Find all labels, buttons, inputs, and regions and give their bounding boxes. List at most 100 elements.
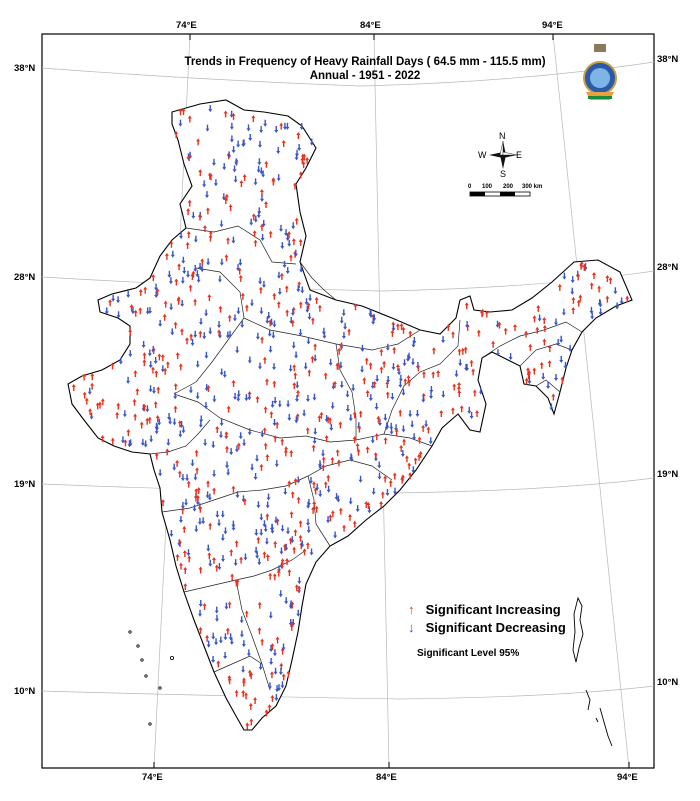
marker-decreasing	[300, 540, 305, 548]
marker-increasing	[542, 338, 547, 346]
marker-decreasing	[397, 368, 402, 376]
marker-decreasing	[232, 314, 237, 322]
lon-label-bottom-74: 74°E	[142, 772, 163, 783]
marker-increasing	[338, 421, 343, 429]
marker-increasing	[184, 337, 189, 345]
marker-decreasing	[260, 430, 265, 438]
marker-decreasing	[258, 663, 263, 671]
lat-label-right-10: 10°N	[657, 677, 679, 688]
marker-decreasing	[214, 614, 219, 622]
marker-increasing	[206, 384, 211, 392]
marker-decreasing	[271, 331, 276, 339]
marker-decreasing	[247, 356, 252, 364]
marker-decreasing	[193, 235, 198, 243]
marker-increasing	[162, 313, 167, 321]
marker-decreasing	[87, 387, 92, 395]
marker-decreasing	[149, 435, 154, 443]
marker-decreasing	[170, 250, 175, 258]
marker-increasing	[289, 449, 294, 457]
marker-increasing	[395, 364, 400, 372]
marker-increasing	[82, 373, 87, 381]
marker-decreasing	[208, 559, 213, 567]
compass-west-label: W	[478, 150, 487, 160]
marker-increasing	[317, 414, 322, 422]
marker-decreasing	[198, 318, 203, 326]
marker-increasing	[259, 223, 264, 231]
marker-increasing	[407, 379, 412, 387]
marker-decreasing	[553, 318, 558, 326]
marker-decreasing	[306, 526, 311, 534]
marker-increasing	[264, 200, 269, 208]
marker-decreasing	[261, 280, 266, 288]
marker-decreasing	[233, 175, 238, 183]
marker-increasing	[578, 294, 583, 302]
marker-increasing	[399, 444, 404, 452]
marker-decreasing	[203, 401, 208, 409]
marker-increasing	[526, 367, 531, 375]
marker-increasing	[264, 160, 269, 168]
marker-increasing	[576, 273, 581, 281]
marker-decreasing	[308, 294, 313, 302]
marker-decreasing	[240, 320, 245, 328]
marker-decreasing	[294, 351, 299, 359]
marker-increasing	[126, 429, 131, 437]
marker-increasing	[287, 231, 292, 239]
marker-increasing	[452, 383, 457, 391]
marker-decreasing	[368, 394, 373, 402]
marker-decreasing	[298, 329, 303, 337]
marker-increasing	[115, 411, 120, 419]
trend-markers	[71, 105, 630, 730]
marker-increasing	[302, 153, 307, 161]
marker-increasing	[290, 491, 295, 499]
marker-decreasing	[286, 400, 291, 408]
marker-decreasing	[302, 409, 307, 417]
marker-increasing	[347, 513, 352, 521]
marker-increasing	[181, 107, 186, 115]
marker-decreasing	[465, 321, 470, 329]
marker-increasing	[480, 308, 485, 316]
marker-increasing	[206, 480, 211, 488]
marker-increasing	[408, 330, 413, 338]
marker-decreasing	[195, 270, 200, 278]
marker-increasing	[182, 550, 187, 558]
marker-increasing	[368, 362, 373, 370]
marker-decreasing	[305, 305, 310, 313]
marker-decreasing	[408, 410, 413, 418]
marker-increasing	[582, 263, 587, 271]
marker-increasing	[198, 330, 203, 338]
marker-decreasing	[217, 519, 222, 527]
marker-increasing	[161, 499, 166, 507]
marker-decreasing	[309, 548, 314, 556]
marker-decreasing	[326, 516, 331, 524]
marker-increasing	[287, 480, 292, 488]
marker-increasing	[244, 692, 249, 700]
marker-decreasing	[275, 685, 280, 693]
marker-increasing	[265, 513, 270, 521]
marker-decreasing	[193, 473, 198, 481]
marker-decreasing	[259, 126, 264, 134]
marker-increasing	[291, 238, 296, 246]
marker-increasing	[326, 474, 331, 482]
marker-decreasing	[254, 546, 259, 554]
marker-decreasing	[562, 272, 567, 280]
marker-decreasing	[238, 432, 243, 440]
marker-decreasing	[549, 403, 554, 411]
marker-decreasing	[154, 422, 159, 430]
marker-increasing	[305, 542, 310, 550]
marker-increasing	[284, 446, 289, 454]
marker-decreasing	[315, 483, 320, 491]
marker-increasing	[90, 382, 95, 390]
marker-increasing	[272, 292, 277, 300]
marker-decreasing	[204, 309, 209, 317]
marker-increasing	[413, 457, 418, 465]
marker-increasing	[228, 204, 233, 212]
marker-decreasing	[375, 374, 380, 382]
marker-increasing	[279, 662, 284, 670]
marker-decreasing	[294, 153, 299, 161]
lat-label-right-38: 38°N	[657, 54, 679, 65]
marker-increasing	[177, 420, 182, 428]
marker-decreasing	[290, 308, 295, 316]
marker-increasing	[269, 671, 274, 679]
marker-increasing	[175, 553, 180, 561]
marker-increasing	[401, 326, 406, 334]
